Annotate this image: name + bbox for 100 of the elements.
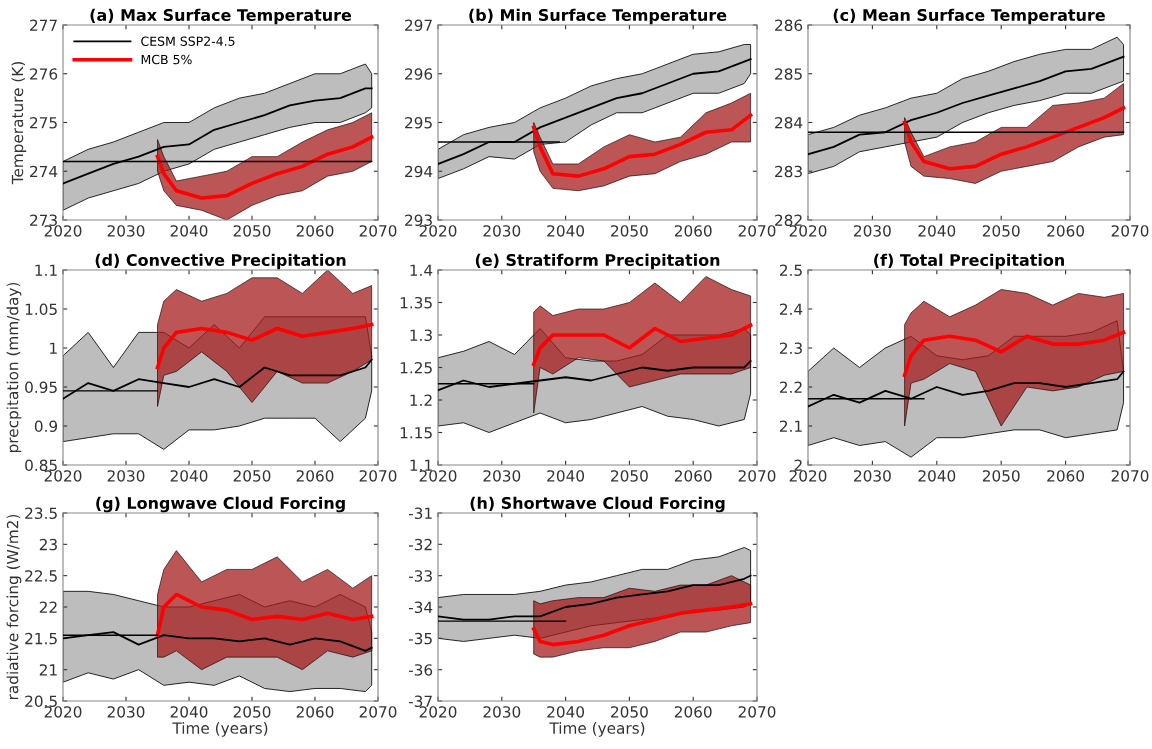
- y-tick-label: 273: [30, 214, 57, 227]
- x-tick-label: 2040: [170, 470, 208, 482]
- x-tick-label: 2030: [854, 225, 891, 237]
- y-tick-label: 297: [405, 19, 432, 32]
- y-tick-label: 21: [39, 664, 57, 676]
- y-tick-label: 23: [39, 538, 57, 551]
- chart-title: (a) Max Surface Temperature: [90, 8, 352, 25]
- y-tick-label: -31: [408, 507, 432, 520]
- x-tick-label: 2060: [296, 225, 334, 237]
- y-tick-label: -34: [408, 601, 433, 614]
- y-axis-title: radiative forcing (W/m2): [6, 514, 22, 700]
- x-tick-label: 2030: [107, 470, 145, 482]
- x-tick-label: 2020: [44, 225, 82, 237]
- y-tick-label: 295: [405, 116, 432, 129]
- x-tick-label: 2020: [419, 225, 457, 237]
- x-tick-label: 2030: [107, 225, 145, 237]
- chart-title: (f) Total Precipitation: [874, 253, 1064, 270]
- x-tick-label: 2020: [44, 706, 82, 718]
- x-tick-label: 2070: [359, 706, 397, 718]
- x-axis-title: Time (years): [172, 722, 268, 737]
- y-tick-label: 0.95: [25, 381, 57, 394]
- x-tick-label: 2060: [296, 470, 334, 482]
- y-tick-label: 22.5: [25, 570, 57, 582]
- y-tick-label: 22: [39, 601, 57, 613]
- y-tick-label: 1.25: [400, 361, 432, 374]
- y-tick-label: 1.1: [35, 264, 57, 276]
- y-tick-label: 285: [775, 68, 802, 80]
- x-tick-label: 2020: [44, 470, 82, 482]
- y-tick-label: 282: [775, 214, 802, 227]
- x-tick-label: 2040: [547, 470, 585, 482]
- y-tick-label: 277: [30, 19, 57, 31]
- x-tick-label: 2070: [1111, 470, 1149, 482]
- x-tick-label: 2030: [483, 706, 521, 718]
- y-tick-label: 294: [405, 165, 433, 178]
- x-tick-label: 2040: [170, 225, 208, 237]
- y-tick-label: -36: [408, 664, 433, 676]
- legend-label: CESM SSP2-4.5: [141, 36, 235, 46]
- x-tick-label: 2050: [611, 225, 648, 237]
- x-tick-label: 2060: [1047, 470, 1085, 482]
- x-tick-label: 2050: [982, 470, 1020, 482]
- y-tick-label: 21.5: [25, 632, 57, 645]
- x-tick-label: 2060: [1047, 225, 1085, 237]
- x-tick-label: 2050: [233, 470, 271, 482]
- x-tick-label: 2070: [359, 470, 397, 482]
- y-tick-label: 2.3: [779, 342, 802, 355]
- y-tick-label: 276: [30, 68, 58, 80]
- y-tick-label: 293: [405, 214, 432, 227]
- x-tick-label: 2070: [738, 470, 776, 482]
- y-tick-label: 2.2: [779, 381, 802, 393]
- y-tick-label: 275: [30, 116, 57, 129]
- chart-title: (c) Mean Surface Temperature: [833, 8, 1105, 25]
- y-tick-label: 1.3: [410, 329, 432, 342]
- chart-title: (g) Longwave Cloud Forcing: [96, 496, 345, 513]
- chart-title: (h) Shortwave Cloud Forcing: [470, 496, 725, 513]
- y-tick-label: -33: [408, 570, 432, 582]
- y-tick-label: 1.35: [400, 296, 432, 309]
- y-axis-title: precpitation (mm/day): [6, 282, 22, 453]
- y-tick-label: 274: [30, 165, 58, 178]
- y-tick-label: 284: [775, 116, 803, 129]
- x-tick-label: 2020: [419, 470, 457, 482]
- chart-title: (d) Convective Precipitation: [95, 253, 346, 270]
- x-tick-label: 2040: [547, 706, 585, 718]
- x-tick-label: 2040: [170, 706, 208, 718]
- x-tick-label: 2040: [918, 225, 956, 237]
- x-tick-label: 2050: [611, 706, 648, 718]
- x-tick-label: 2060: [674, 225, 712, 237]
- x-tick-label: 2040: [918, 470, 956, 482]
- y-tick-label: 283: [775, 165, 802, 178]
- x-tick-label: 2040: [547, 225, 585, 237]
- x-tick-label: 2070: [1111, 225, 1149, 237]
- y-axis-title: Temperature (K): [11, 62, 27, 185]
- x-tick-label: 2050: [233, 225, 271, 237]
- x-tick-label: 2030: [854, 470, 891, 482]
- legend-label: MCB 5%: [141, 54, 192, 65]
- chart-title: (e) Stratiform Precipitation: [475, 253, 720, 270]
- x-tick-label: 2020: [789, 470, 827, 482]
- y-tick-label: 1.05: [25, 303, 57, 316]
- x-tick-label: 2030: [107, 706, 145, 718]
- y-tick-label: -35: [408, 632, 432, 645]
- y-tick-label: 1.1: [410, 459, 432, 471]
- y-tick-label: 2.1: [779, 420, 802, 432]
- x-tick-label: 2020: [789, 225, 827, 237]
- x-tick-label: 2030: [483, 225, 521, 237]
- y-tick-label: -32: [408, 538, 432, 551]
- x-tick-label: 2050: [982, 225, 1020, 237]
- x-tick-label: 2070: [359, 225, 397, 237]
- y-tick-label: 2: [794, 459, 802, 471]
- x-tick-label: 2060: [674, 470, 712, 482]
- y-tick-label: 20.5: [25, 695, 57, 708]
- x-tick-label: 2060: [296, 706, 334, 718]
- x-tick-label: 2020: [419, 706, 457, 718]
- y-tick-label: 1.2: [410, 394, 432, 406]
- y-tick-label: 0.85: [25, 459, 57, 472]
- y-tick-label: 1: [50, 342, 57, 354]
- x-tick-label: 2050: [611, 470, 648, 482]
- chart-title: (b) Min Surface Temperature: [469, 8, 727, 25]
- x-tick-label: 2050: [233, 706, 271, 718]
- y-tick-label: 1.4: [410, 264, 433, 276]
- y-tick-label: -37: [408, 695, 432, 708]
- y-tick-label: 286: [775, 19, 803, 32]
